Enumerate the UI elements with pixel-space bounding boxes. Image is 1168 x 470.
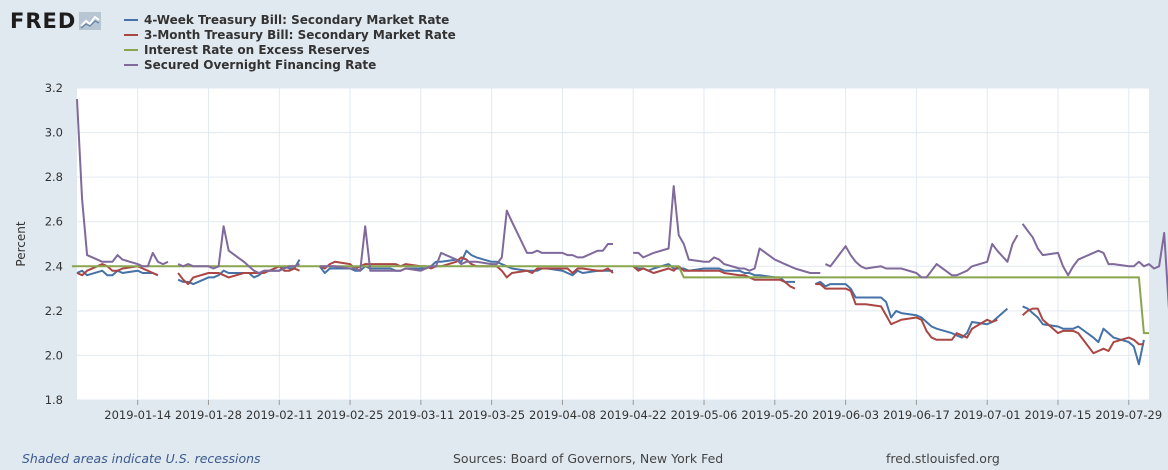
x-tick-label: 2019-03-11 bbox=[387, 408, 454, 422]
legend-swatch bbox=[124, 63, 138, 66]
legend-swatch bbox=[124, 18, 138, 21]
x-tick-label: 2019-01-14 bbox=[104, 408, 171, 422]
series-line bbox=[71, 265, 1149, 335]
x-tick-label: 2019-02-25 bbox=[317, 408, 384, 422]
series-line bbox=[824, 234, 1019, 279]
series-2 bbox=[71, 265, 1149, 335]
x-tick-label: 2019-05-06 bbox=[671, 408, 738, 422]
series-lines bbox=[71, 99, 1168, 366]
series-line bbox=[177, 265, 300, 286]
legend-label: 3-Month Treasury Bill: Secondary Market … bbox=[144, 27, 456, 42]
legend-item-3-month-tbill[interactable]: 3-Month Treasury Bill: Secondary Market … bbox=[124, 27, 456, 42]
site-link[interactable]: fred.stlouisfed.org bbox=[886, 451, 1000, 466]
legend-swatch bbox=[124, 33, 138, 36]
legend-item-4-week-tbill[interactable]: 4-Week Treasury Bill: Secondary Market R… bbox=[124, 12, 456, 27]
legend-item-sofr[interactable]: Secured Overnight Financing Rate bbox=[124, 57, 456, 72]
y-axis-ticks: 3.2 3.0 2.8 2.6 2.4 2.2 2.0 1.8 bbox=[45, 81, 63, 407]
series-line bbox=[1022, 305, 1145, 366]
recession-note: Shaded areas indicate U.S. recessions bbox=[22, 451, 261, 466]
x-tick-label: 2019-07-15 bbox=[1025, 408, 1092, 422]
chart-legend: 4-Week Treasury Bill: Secondary Market R… bbox=[124, 12, 456, 72]
series-line bbox=[177, 225, 300, 274]
fred-logo[interactable]: FRED bbox=[10, 8, 102, 34]
x-tick-label: 2019-02-11 bbox=[246, 408, 313, 422]
x-tick-label: 2019-07-29 bbox=[1095, 408, 1162, 422]
chart-plot: 3.23.02.82.62.42.22.01.8 2019-01-14 2019-… bbox=[14, 81, 1168, 422]
series-line bbox=[1021, 223, 1168, 310]
series-line bbox=[632, 265, 796, 290]
series-1 bbox=[76, 256, 1144, 355]
x-tick-label: 2019-05-20 bbox=[741, 408, 808, 422]
sources-note: Sources: Board of Governors, New York Fe… bbox=[453, 451, 724, 466]
series-line bbox=[319, 256, 614, 279]
fred-chart-icon bbox=[79, 12, 102, 30]
x-tick-label: 2019-06-17 bbox=[883, 408, 950, 422]
legend-label: Interest Rate on Excess Reserves bbox=[144, 42, 370, 57]
series-line bbox=[815, 283, 998, 341]
series-3 bbox=[76, 99, 1168, 310]
x-axis-ticks: 2019-01-14 2019-01-28 2019-02-11 2019-02-25… bbox=[104, 400, 1162, 422]
y-tick-label: 2.8 bbox=[45, 170, 63, 184]
x-tick-label: 2019-03-25 bbox=[458, 408, 525, 422]
y-axis-label: Percent bbox=[14, 221, 28, 266]
x-tick-label: 2019-04-08 bbox=[529, 408, 596, 422]
y-tick-label: 2.2 bbox=[45, 304, 63, 318]
x-tick-label: 2019-01-28 bbox=[175, 408, 242, 422]
x-tick-label: 2019-07-01 bbox=[954, 408, 1021, 422]
legend-label: Secured Overnight Financing Rate bbox=[144, 57, 377, 72]
fred-logo-text: FRED bbox=[10, 9, 77, 33]
y-tick-label: 3.0 bbox=[45, 126, 63, 140]
series-line bbox=[319, 209, 613, 272]
x-tick-label: 2019-06-03 bbox=[812, 408, 879, 422]
legend-swatch bbox=[124, 48, 138, 51]
series-line bbox=[76, 99, 169, 268]
y-tick-label: 2.0 bbox=[45, 348, 63, 362]
legend-label: 4-Week Treasury Bill: Secondary Market R… bbox=[144, 12, 450, 27]
series-line bbox=[76, 263, 159, 277]
y-tick-label: 2.4 bbox=[45, 259, 63, 273]
y-tick-label: 1.8 bbox=[45, 393, 63, 407]
y-tick-label: 2.6 bbox=[45, 215, 63, 229]
y-tick-label: 3.2 bbox=[45, 81, 63, 95]
legend-item-ioer[interactable]: Interest Rate on Excess Reserves bbox=[124, 42, 456, 57]
x-tick-label: 2019-04-22 bbox=[600, 408, 667, 422]
series-line bbox=[814, 280, 1009, 339]
series-line bbox=[1021, 307, 1144, 355]
series-line bbox=[633, 185, 821, 274]
